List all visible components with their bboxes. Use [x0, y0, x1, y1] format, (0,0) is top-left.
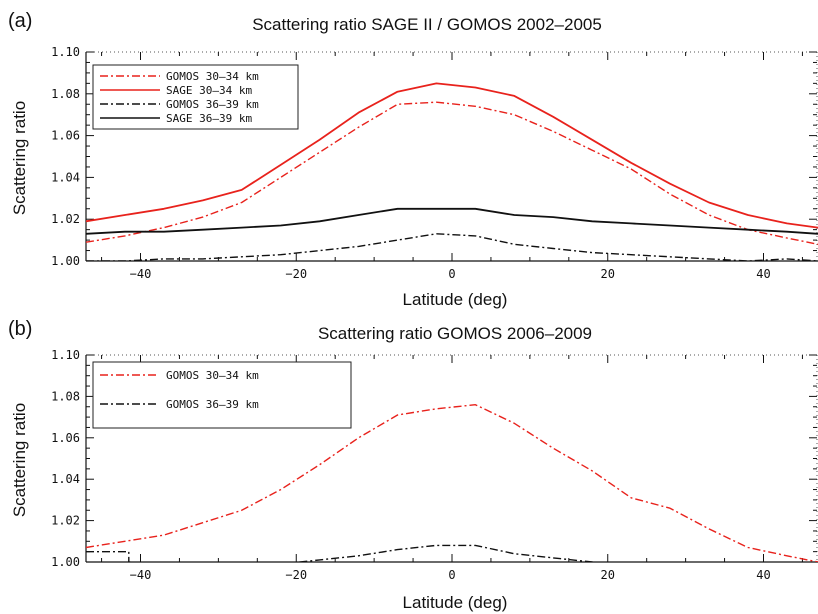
panel-a-ytick-label: 1.10 — [51, 45, 80, 59]
panel-a-legend: GOMOS 30–34 km SAGE 30–34 km GOMOS 36–39… — [92, 64, 299, 130]
panel-b-series-0-line — [86, 404, 818, 562]
panel-b-ytick-label: 1.00 — [51, 555, 80, 569]
panel-b-ytick-label: 1.08 — [51, 389, 80, 403]
panel-a-ytick-label: 1.02 — [51, 212, 80, 226]
panel-b-xlabel: Latitude (deg) — [403, 593, 508, 612]
panel-a-series-1-line — [86, 82, 818, 229]
panel-a-label: (a) — [8, 10, 32, 32]
panel-b: (b) Scattering ratio GOMOS 2006–2009 Sca… — [8, 318, 818, 612]
panel-b-ytick-label: 1.06 — [51, 431, 80, 445]
panel-b-legend: GOMOS 30–34 km GOMOS 36–39 km — [92, 361, 352, 429]
legend-a-gomos-30-34: GOMOS 30–34 km — [166, 70, 259, 83]
panel-a-ytick-label: 1.00 — [51, 254, 80, 268]
panel-b-xtick-label: 0 — [448, 568, 455, 582]
panel-a-series-0-line — [86, 101, 818, 245]
panel-b-xtick-label: 40 — [756, 568, 770, 582]
panel-a-xtick-label: −40 — [130, 267, 152, 281]
panel-b-ytick-label: 1.04 — [51, 472, 80, 486]
panel-a-ytick-label: 1.04 — [51, 170, 80, 184]
legend-a-sage-30-34: SAGE 30–34 km — [166, 84, 252, 97]
panel-a-series-3-line — [86, 207, 818, 235]
panel-a-series-2-line — [86, 233, 818, 261]
panel-a-ylabel: Scattering ratio — [10, 101, 29, 215]
panel-a-xtick-label: −20 — [285, 267, 307, 281]
panel-b-ytick-label: 1.10 — [51, 348, 80, 362]
legend-b-gomos-36-39: GOMOS 36–39 km — [166, 398, 259, 411]
panel-b-xtick-label: 20 — [601, 568, 615, 582]
panel-b-legend-box — [92, 361, 352, 429]
panel-a-xtick-label: 40 — [756, 267, 770, 281]
legend-b-gomos-30-34: GOMOS 30–34 km — [166, 369, 259, 382]
panel-a-plot: 1.00 1.02 1.04 1.06 1.08 1.10 −40 −20 0 20 40 — [51, 45, 818, 281]
panel-b-title: Scattering ratio GOMOS 2006–2009 — [318, 324, 592, 343]
panel-a-title: Scattering ratio SAGE II / GOMOS 2002–20… — [252, 15, 602, 34]
panel-b-xtick-label: −20 — [285, 568, 307, 582]
panel-a-xtick-label: 0 — [448, 267, 455, 281]
panel-a-ytick-label: 1.08 — [51, 87, 80, 101]
panel-b-plot: 1.00 1.02 1.04 1.06 1.08 1.10 −40 −20 0 20 40 — [51, 348, 818, 582]
panel-a: (a) Scattering ratio SAGE II / GOMOS 200… — [8, 10, 818, 309]
panel-b-label: (b) — [8, 318, 32, 340]
panel-b-xtick-label: −40 — [130, 568, 152, 582]
panel-a-xtick-label: 20 — [601, 267, 615, 281]
legend-a-sage-36-39: SAGE 36–39 km — [166, 112, 252, 125]
panel-a-ytick-label: 1.06 — [51, 129, 80, 143]
panel-a-xlabel: Latitude (deg) — [403, 290, 508, 309]
panel-b-ylabel: Scattering ratio — [10, 403, 29, 517]
legend-a-gomos-36-39: GOMOS 36–39 km — [166, 98, 259, 111]
panel-b-ytick-label: 1.02 — [51, 514, 80, 528]
